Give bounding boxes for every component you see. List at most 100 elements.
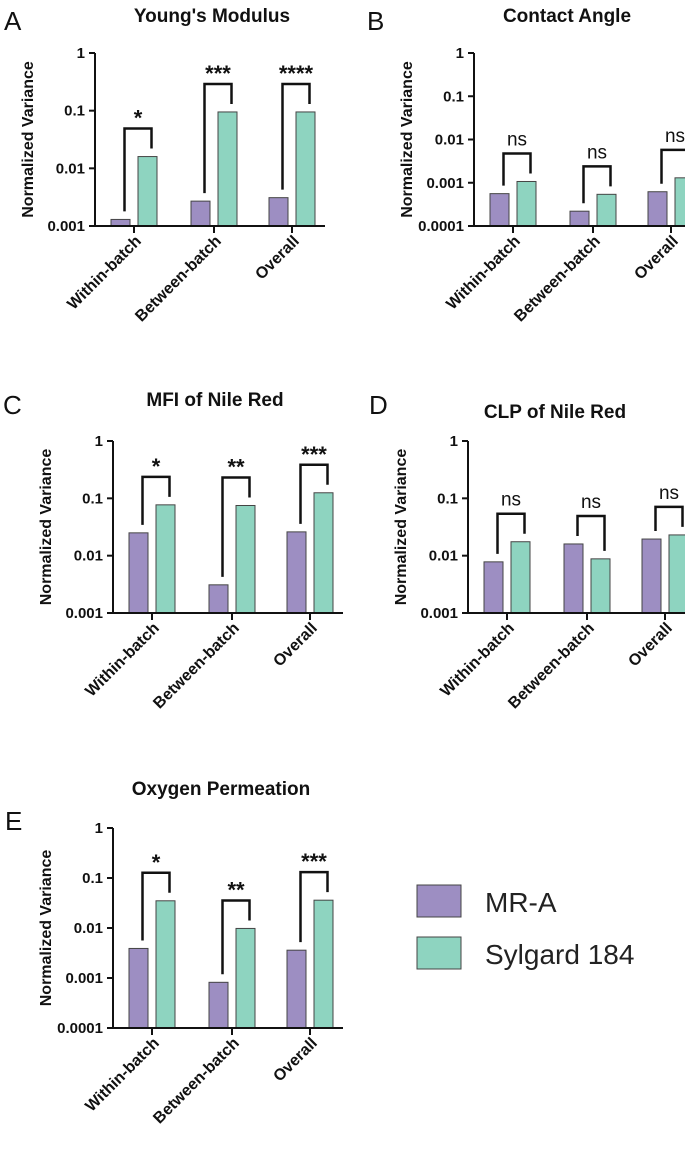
y-tick-label: 0.0001 — [418, 218, 464, 235]
significance-label: ** — [227, 454, 245, 479]
significance-bracket — [221, 476, 251, 577]
bar-sylgard-overall — [674, 177, 685, 227]
significance-bracket — [123, 127, 153, 212]
bar-sylgard-between-batch — [590, 558, 611, 614]
significance-label: *** — [301, 849, 327, 874]
bar-mr-a-between-batch — [208, 981, 229, 1029]
y-tick-label: 0.01 — [429, 548, 458, 565]
axes — [112, 828, 343, 1029]
y-tick-label: 0.0001 — [57, 1020, 103, 1037]
chart-title: MFI of Nile Red — [146, 390, 283, 411]
chart-title: CLP of Nile Red — [484, 402, 626, 423]
significance-bracket — [299, 463, 329, 524]
y-tick-label: 0.1 — [437, 490, 458, 507]
y-tick-label: 0.001 — [65, 605, 103, 622]
bar-sylgard-within-batch — [516, 180, 537, 227]
significance-label: * — [152, 454, 161, 479]
legend: MR-A Sylgard 184 — [416, 884, 634, 970]
significance-label: *** — [205, 61, 231, 86]
chart-title: Contact Angle — [503, 6, 631, 27]
panel-letter: E — [5, 806, 22, 836]
y-axis-label: Normalized Variance — [20, 61, 37, 218]
bar-sylgard-overall — [313, 492, 334, 614]
y-tick-label: 1 — [95, 433, 103, 450]
bar-mr-a-within-batch — [128, 947, 149, 1029]
bar-mr-a-overall — [286, 949, 307, 1029]
bar-sylgard-within-batch — [155, 504, 176, 614]
panel-letter: A — [4, 6, 22, 36]
significance-bracket — [203, 82, 233, 194]
significance-bracket — [502, 152, 532, 186]
y-tick-label: 1 — [77, 45, 85, 62]
axes — [473, 53, 685, 227]
legend-label-mr-a: MR-A — [485, 887, 557, 918]
significance-label: ns — [507, 129, 527, 150]
chart-title: Oxygen Permeation — [132, 779, 310, 800]
x-tick-label: Between-batch — [150, 1035, 242, 1127]
panel-letter: B — [367, 6, 384, 36]
significance-bracket — [582, 165, 612, 204]
significance-label: *** — [301, 442, 327, 467]
y-axis-label: Normalized Variance — [38, 850, 55, 1007]
x-tick-label: Overall — [631, 233, 681, 283]
bar-mr-a-within-batch — [128, 532, 149, 614]
significance-label: ns — [581, 492, 601, 513]
x-tick-label: Overall — [252, 233, 302, 283]
significance-label: ns — [665, 126, 685, 147]
x-tick-label: Overall — [625, 620, 675, 670]
y-tick-label: 0.001 — [47, 218, 85, 235]
y-tick-label: 0.1 — [443, 88, 464, 105]
panel-letter: C — [3, 390, 22, 420]
x-tick-label: Between-batch — [505, 620, 597, 712]
bar-sylgard-overall — [313, 899, 334, 1029]
bar-sylgard-within-batch — [510, 541, 531, 614]
significance-label: * — [152, 850, 161, 875]
y-tick-label: 0.01 — [74, 548, 103, 565]
y-tick-label: 1 — [456, 45, 464, 62]
panel-d: D CLP of Nile Red Normalized Variance 0.001… — [369, 390, 685, 712]
significance-bracket — [141, 871, 171, 941]
bar-mr-a-overall — [641, 538, 662, 614]
panel-letter: D — [369, 390, 388, 420]
significance-bracket — [654, 505, 684, 532]
x-tick-label: Within-batch — [82, 620, 162, 700]
y-tick-label: 1 — [450, 433, 458, 450]
x-tick-label: Within-batch — [64, 233, 144, 313]
bar-mr-a-within-batch — [483, 561, 504, 614]
y-axis-label: Normalized Variance — [393, 449, 410, 606]
significance-label: ** — [227, 877, 245, 902]
axes — [467, 441, 685, 614]
bar-mr-a-between-batch — [569, 210, 590, 227]
bar-sylgard-overall — [295, 111, 316, 227]
significance-bracket — [141, 475, 171, 525]
y-tick-label: 0.001 — [420, 605, 458, 622]
significance-label: ns — [659, 483, 679, 504]
x-tick-label: Within-batch — [437, 620, 517, 700]
significance-label: ns — [587, 142, 607, 163]
panel-a: A Young's Modulus Normalized Variance 0.001… — [4, 6, 325, 325]
x-tick-label: Within-batch — [82, 1035, 162, 1115]
y-tick-label: 0.01 — [56, 160, 85, 177]
bar-sylgard-overall — [668, 534, 685, 614]
y-tick-label: 0.001 — [65, 970, 103, 987]
x-tick-label: Within-batch — [443, 233, 523, 313]
axes — [94, 53, 325, 227]
significance-bracket — [299, 870, 329, 943]
bar-sylgard-between-batch — [596, 193, 617, 227]
significance-label: **** — [279, 61, 314, 86]
y-tick-label: 0.1 — [82, 490, 103, 507]
axes — [112, 441, 343, 614]
bar-mr-a-within-batch — [489, 193, 510, 227]
legend-label-sylgard: Sylgard 184 — [485, 939, 634, 970]
panel-c: C MFI of Nile Red Normalized Variance 0.001… — [3, 390, 343, 712]
x-tick-label: Overall — [270, 1035, 320, 1085]
bar-mr-a-between-batch — [190, 200, 211, 227]
y-tick-label: 0.001 — [426, 175, 464, 192]
legend-swatch-mr-a — [416, 884, 462, 918]
bar-sylgard-between-batch — [235, 927, 256, 1029]
y-axis-label: Normalized Variance — [399, 61, 416, 218]
y-tick-label: 0.01 — [435, 132, 464, 149]
